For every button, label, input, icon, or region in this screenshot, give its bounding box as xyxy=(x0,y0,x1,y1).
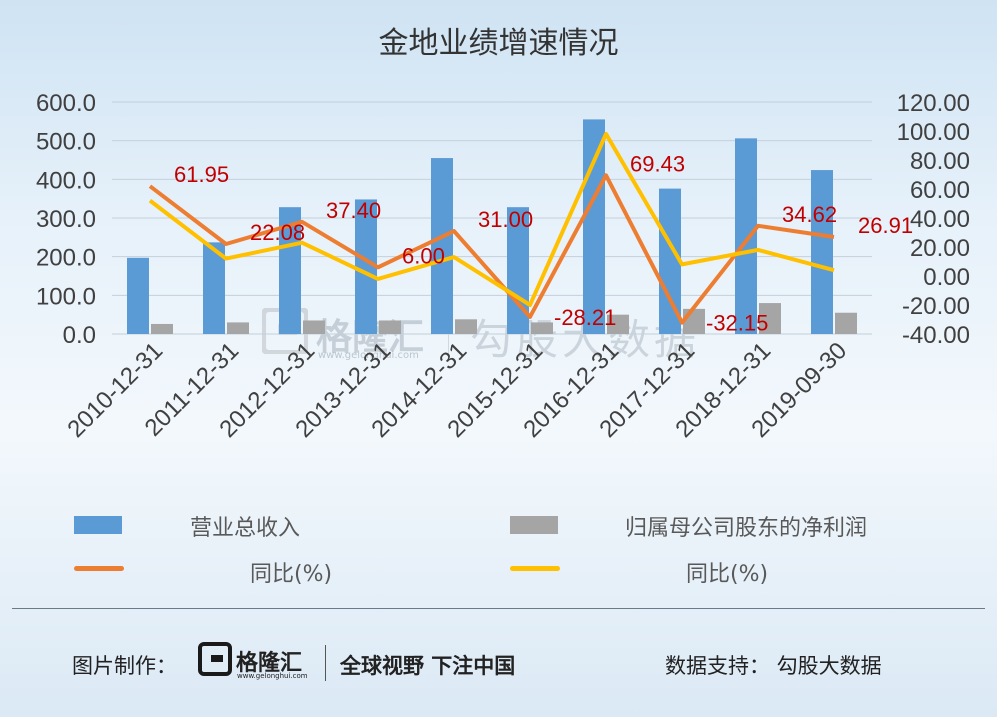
watermark-url: www.gelonghui.com xyxy=(318,350,419,361)
data-label: 6.00 xyxy=(402,243,445,268)
legend-swatch-revenue xyxy=(74,516,122,534)
left-axis-tick-label: 300.0 xyxy=(36,206,96,233)
bar-net-profit xyxy=(455,319,477,334)
legend-swatch-profit-yoy xyxy=(510,566,560,571)
bar-revenue xyxy=(735,138,757,334)
right-axis-tick-label: -40.00 xyxy=(902,322,970,349)
line-revenue-yoy xyxy=(148,173,835,325)
left-axis-tick-label: 600.0 xyxy=(36,90,96,117)
legend-label-net-profit: 归属母公司股东的净利润 xyxy=(625,516,868,541)
legend-label-revenue-yoy: 同比(%) xyxy=(250,562,333,587)
right-axis-tick-label: 100.00 xyxy=(897,119,970,146)
bar-net-profit xyxy=(379,320,401,334)
right-axis-tick-label: 80.00 xyxy=(910,148,970,175)
footer-divider xyxy=(12,608,985,609)
bar-revenue xyxy=(811,170,833,334)
left-axis-tick-label: 200.0 xyxy=(36,245,96,272)
brand-separator xyxy=(325,645,326,681)
data-label: 34.62 xyxy=(782,202,837,227)
bar-net-profit xyxy=(303,320,325,334)
right-axis-tick-label: -20.00 xyxy=(902,293,970,320)
legend-label-revenue: 营业总收入 xyxy=(190,516,301,541)
left-axis-tick-label: 0.0 xyxy=(63,322,96,349)
bar-revenue xyxy=(431,158,453,334)
bar-net-profit xyxy=(531,322,553,334)
data-label: 69.43 xyxy=(630,151,685,176)
bar-net-profit xyxy=(683,308,705,334)
bar-net-profit xyxy=(607,314,629,334)
data-label: 37.40 xyxy=(326,198,381,223)
bar-revenue xyxy=(279,207,301,334)
brand-url: www.gelonghui.com xyxy=(237,672,308,680)
left-axis-tick-label: 100.0 xyxy=(36,283,96,310)
gelonghui-logo-icon xyxy=(198,642,232,676)
bar-net-profit xyxy=(151,323,173,334)
left-axis-tick-label: 500.0 xyxy=(36,129,96,156)
data-label: -28.21 xyxy=(554,305,616,330)
legend-swatch-net-profit xyxy=(510,516,558,534)
bar-net-profit xyxy=(835,312,857,334)
bar-revenue xyxy=(203,242,225,334)
right-axis-tick-label: 120.00 xyxy=(897,90,970,117)
left-axis-tick-label: 400.0 xyxy=(36,167,96,194)
made-by-label: 图片制作： xyxy=(72,654,177,678)
bar-net-profit xyxy=(227,322,249,334)
data-label: 22.08 xyxy=(250,220,305,245)
brand-name: 格隆汇 xyxy=(236,651,303,676)
bar-revenue xyxy=(583,119,605,335)
data-label: 31.00 xyxy=(478,207,533,232)
line-profit-yoy xyxy=(148,131,835,307)
bar-net-profit xyxy=(759,303,781,334)
chart-title: 金地业绩增速情况 xyxy=(378,26,619,61)
slogan: 全球视野 下注中国 xyxy=(340,654,516,678)
data-label: 26.91 xyxy=(858,213,913,238)
right-axis-tick-label: 0.00 xyxy=(923,264,970,291)
legend-label-profit-yoy: 同比(%) xyxy=(686,562,769,587)
data-support: 数据支持： 勾股大数据 xyxy=(665,654,882,678)
bar-revenue xyxy=(127,257,149,334)
bar-revenue xyxy=(355,199,377,334)
right-axis-tick-label: 60.00 xyxy=(910,177,970,204)
bar-revenue xyxy=(659,188,681,334)
legend-swatch-revenue-yoy xyxy=(74,566,124,571)
data-label: -32.15 xyxy=(706,311,768,336)
right-axis-tick-label: 40.00 xyxy=(910,206,970,233)
right-axis-tick-label: 20.00 xyxy=(910,235,970,262)
combo-chart: 600.0 500.0 400.0 300.0 200.0 100.0 0.0 120.001… xyxy=(36,90,970,443)
data-label: 61.95 xyxy=(174,162,229,187)
